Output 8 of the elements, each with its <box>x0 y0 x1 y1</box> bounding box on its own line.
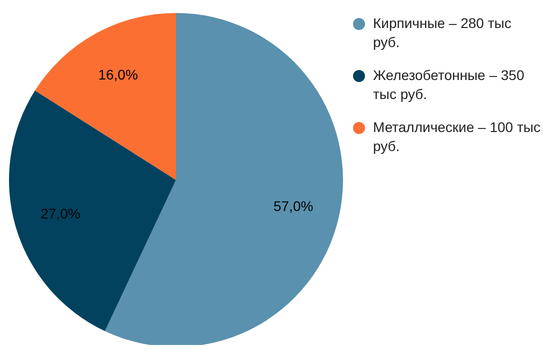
legend-label: Металлические – 100 тыс руб. <box>373 118 541 156</box>
pie-slice <box>34 13 176 180</box>
data-label: 57,0% <box>273 198 314 214</box>
pie-slice <box>9 90 176 332</box>
legend-label: Кирпичные – 280 тыс руб. <box>373 14 512 52</box>
data-label: 16,0% <box>98 66 138 83</box>
legend-label: Железобетонные – 350 тыс руб. <box>373 66 526 104</box>
data-label: 27,0% <box>40 206 80 222</box>
